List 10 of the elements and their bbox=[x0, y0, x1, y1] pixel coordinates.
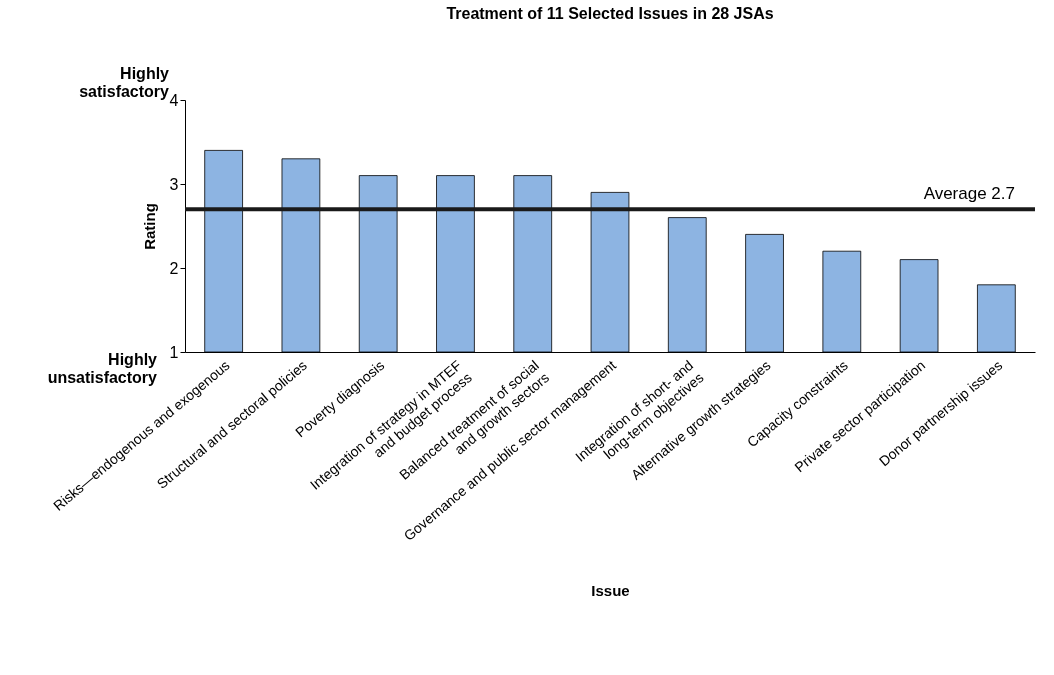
x-axis-title: Issue bbox=[591, 581, 630, 599]
y-axis-title: Rating bbox=[140, 203, 158, 250]
y-tick-label: 3 bbox=[169, 175, 179, 193]
text: Highly unsatisfactory bbox=[47, 351, 158, 386]
text: Highly satisfactory bbox=[79, 65, 170, 100]
ref-line-label: Average 2.7 bbox=[923, 184, 1015, 204]
y-tick-label: 4 bbox=[169, 91, 179, 109]
chart-title: Treatment of 11 Selected Issues in 28 JSAs bbox=[446, 5, 774, 22]
y-tick-label: 2 bbox=[169, 259, 179, 277]
y-tick-label: 1 bbox=[169, 343, 179, 361]
